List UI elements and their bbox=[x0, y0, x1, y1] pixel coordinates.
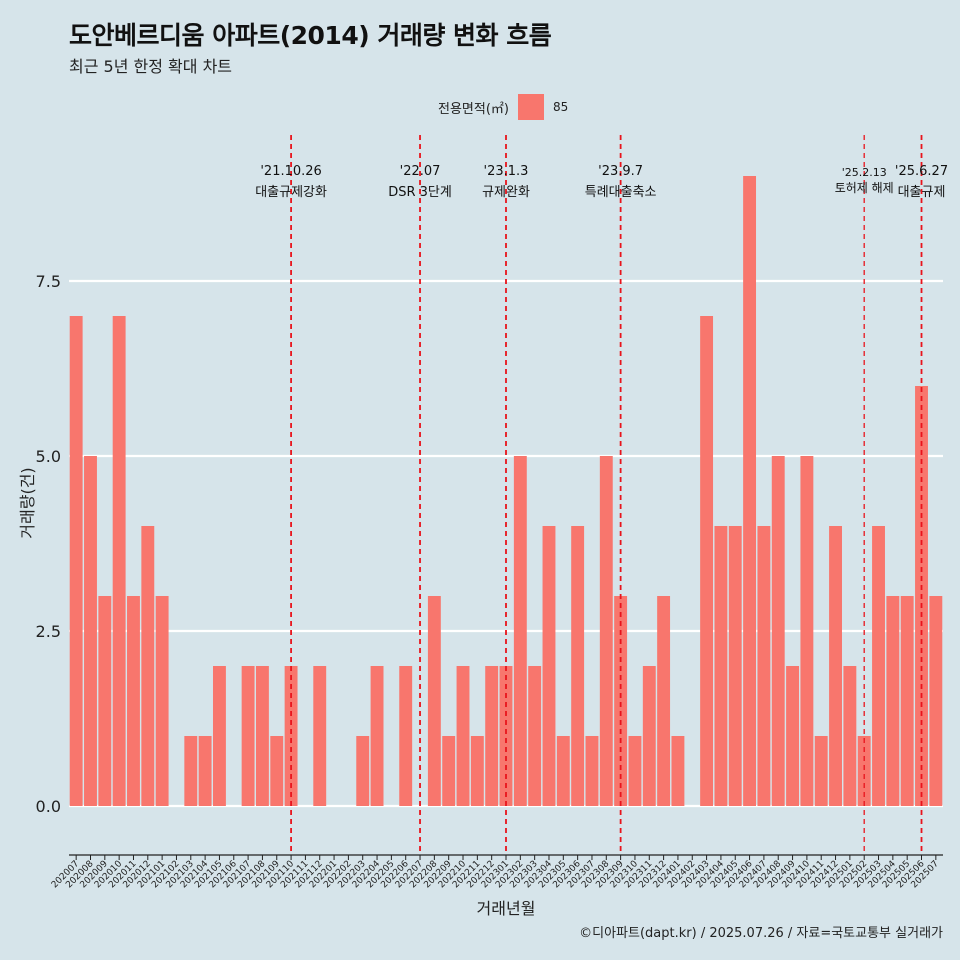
bar-202007 bbox=[69, 316, 83, 806]
bar-202101 bbox=[155, 596, 169, 806]
bar-202010 bbox=[112, 316, 126, 806]
bar-202208 bbox=[427, 596, 441, 806]
bar-202105 bbox=[212, 666, 226, 806]
event-label: 특례대출축소 bbox=[585, 185, 657, 200]
bar-202406 bbox=[743, 176, 757, 806]
bar-202410 bbox=[800, 456, 814, 806]
bar-202203 bbox=[356, 736, 370, 806]
bar-202204 bbox=[370, 666, 384, 806]
y-axis-label: 거래량(건) bbox=[18, 467, 37, 538]
bar-202307 bbox=[585, 736, 599, 806]
event-date-label: '23.9.7 bbox=[598, 164, 643, 179]
y-tick-label: 7.5 bbox=[36, 272, 61, 291]
bar-202412 bbox=[829, 526, 842, 806]
bar-202103 bbox=[184, 736, 198, 806]
y-tick-labels: 0.0 2.5 5.0 7.5 bbox=[36, 272, 61, 816]
bar-202012 bbox=[141, 526, 155, 806]
bar-202309 bbox=[614, 596, 628, 806]
bar-202308 bbox=[599, 456, 613, 806]
bars bbox=[69, 176, 943, 806]
event-date-label: '25.2.13 bbox=[842, 166, 887, 179]
bar-202211 bbox=[470, 736, 484, 806]
x-axis-label: 거래년월 bbox=[477, 899, 536, 918]
bar-202109 bbox=[270, 736, 284, 806]
event-label: 토허제 해제 bbox=[835, 181, 894, 195]
x-tick-labels: 2020072020082020092020102020112020122021… bbox=[50, 859, 941, 891]
bar-202312 bbox=[657, 596, 671, 806]
bar-202212 bbox=[485, 666, 499, 806]
event-lines bbox=[290, 135, 923, 855]
bar-202408 bbox=[771, 456, 785, 806]
bar-202504 bbox=[886, 596, 900, 806]
bar-202011 bbox=[127, 596, 140, 806]
bar-202407 bbox=[757, 526, 771, 806]
bar-202304 bbox=[542, 526, 556, 806]
legend-title: 전용면적(㎡) bbox=[438, 101, 509, 117]
bar-202311 bbox=[642, 666, 656, 806]
event-label: 규제완화 bbox=[482, 185, 530, 200]
event-label: 대출규제강화 bbox=[255, 185, 327, 200]
bar-202210 bbox=[456, 666, 470, 806]
event-date-label: '22.07 bbox=[400, 164, 441, 179]
bar-202306 bbox=[571, 526, 585, 806]
event-annotations: '21.10.26 대출규제강화 '22.07 DSR 3단계 '23.1.3 규제완화 '… bbox=[255, 164, 948, 200]
bar-202502 bbox=[857, 736, 871, 806]
event-date-label: '21.10.26 bbox=[260, 164, 321, 179]
bar-202206 bbox=[399, 666, 413, 806]
y-tick-label: 2.5 bbox=[36, 622, 61, 641]
bar-202503 bbox=[872, 526, 885, 806]
bar-202411 bbox=[814, 736, 828, 806]
bar-202009 bbox=[98, 596, 112, 806]
bar-202302 bbox=[513, 456, 527, 806]
axes bbox=[69, 854, 943, 860]
event-date-label: '25.6.27 bbox=[895, 164, 948, 179]
bar-202305 bbox=[556, 736, 570, 806]
bar-202501 bbox=[843, 666, 857, 806]
event-date-label: '23.1.3 bbox=[484, 164, 529, 179]
y-tick-label: 0.0 bbox=[36, 797, 61, 816]
bar-202409 bbox=[786, 666, 800, 806]
event-label: DSR 3단계 bbox=[388, 185, 452, 200]
bar-202104 bbox=[198, 736, 212, 806]
bar-202403 bbox=[700, 316, 714, 806]
event-label: 대출규제 bbox=[898, 185, 946, 200]
bar-202505 bbox=[900, 596, 914, 806]
bar-202404 bbox=[714, 526, 728, 806]
bar-202405 bbox=[728, 526, 742, 806]
bar-202303 bbox=[528, 666, 542, 806]
bar-202401 bbox=[671, 736, 685, 806]
chart-title: 도안베르디움 아파트(2014) 거래량 변화 흐름 bbox=[69, 21, 552, 50]
bar-202008 bbox=[84, 456, 97, 806]
y-tick-label: 5.0 bbox=[36, 447, 61, 466]
legend-entry-85: 85 bbox=[552, 100, 569, 114]
bar-202112 bbox=[313, 666, 327, 806]
bar-202310 bbox=[628, 736, 642, 806]
legend: 전용면적(㎡) 85 bbox=[438, 93, 568, 121]
legend-swatch bbox=[517, 94, 544, 120]
bar-202107 bbox=[241, 666, 255, 806]
bar-202507 bbox=[929, 596, 943, 806]
chart-subtitle: 최근 5년 한정 확대 차트 bbox=[69, 57, 233, 76]
bar-202108 bbox=[255, 666, 269, 806]
caption: ©디아파트(dapt.kr) / 2025.07.26 / 자료=국토교통부 실… bbox=[579, 926, 943, 941]
bar-202301 bbox=[499, 666, 513, 806]
bar-202110 bbox=[284, 666, 298, 806]
bar-202209 bbox=[442, 736, 456, 806]
